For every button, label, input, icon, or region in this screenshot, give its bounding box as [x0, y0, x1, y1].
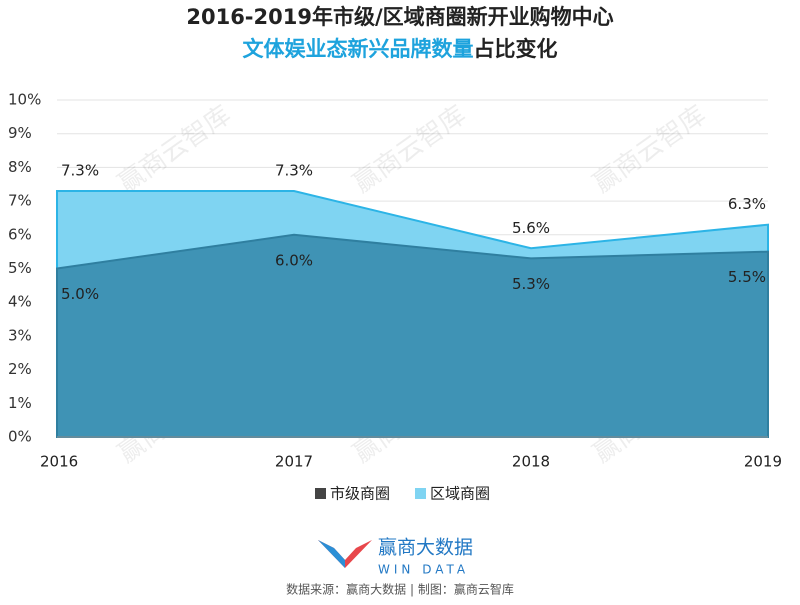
- x-tick-label: 2019: [744, 453, 782, 471]
- y-tick-label: 10%: [8, 91, 41, 109]
- data-label: 6.0%: [275, 251, 313, 269]
- y-tick-label: 5%: [8, 259, 32, 277]
- brand: 赢商大数据: [378, 537, 473, 559]
- legend-swatch: [415, 488, 426, 499]
- y-tick-label: 9%: [8, 124, 32, 142]
- logo: [318, 540, 372, 568]
- subtitle-highlight: 文体娱业态新兴品牌数量: [243, 37, 474, 61]
- y-tick-label: 1%: [8, 394, 32, 412]
- subtitle-rest: 占比变化: [474, 37, 558, 61]
- chart-subtitle: 文体娱业态新兴品牌数量占比变化: [243, 37, 558, 61]
- area: [56, 233, 769, 438]
- legend-label: 市级商圈: [330, 485, 390, 503]
- brand-en: WIN DATA: [378, 563, 469, 577]
- y-tick-label: 2%: [8, 360, 32, 378]
- data-label: 5.5%: [728, 268, 766, 286]
- y-tick-label: 8%: [8, 158, 32, 176]
- y-tick-label: 4%: [8, 293, 32, 311]
- legend-label: 区域商圈: [430, 485, 490, 503]
- chart-title: 2016-2019年市级/区域商圈新开业购物中心: [186, 5, 613, 29]
- x-tick-label: 2016: [40, 453, 78, 471]
- y-tick-label: 0%: [8, 428, 32, 446]
- data-label: 7.3%: [61, 161, 99, 179]
- y-tick-label: 3%: [8, 326, 32, 344]
- source: 数据来源：赢商大数据 | 制图：赢商云智库: [286, 582, 514, 597]
- y-tick-label: 6%: [8, 225, 32, 243]
- logo-mark: [318, 540, 345, 568]
- watermark: 赢商云智库: [348, 100, 472, 199]
- data-label: 5.6%: [512, 219, 550, 237]
- data-label: 7.3%: [275, 161, 313, 179]
- watermark: 赢商云智库: [588, 100, 712, 199]
- data-label: 5.0%: [61, 285, 99, 303]
- data-label: 6.3%: [728, 195, 766, 213]
- watermark: 赢商云智库: [113, 100, 237, 199]
- x-tick-label: 2018: [512, 453, 550, 471]
- y-tick-label: 7%: [8, 192, 32, 210]
- legend-swatch: [315, 488, 326, 499]
- data-label: 5.3%: [512, 275, 550, 293]
- x-tick-label: 2017: [275, 453, 313, 471]
